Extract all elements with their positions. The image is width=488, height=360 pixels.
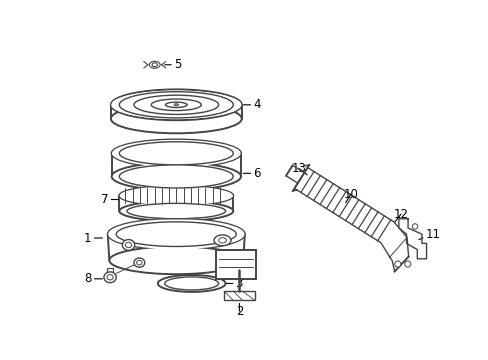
- Ellipse shape: [158, 275, 225, 292]
- Text: 1: 1: [84, 231, 102, 244]
- Ellipse shape: [151, 99, 201, 111]
- Text: 11: 11: [418, 228, 440, 240]
- Text: 5: 5: [164, 58, 181, 71]
- Text: 4: 4: [243, 98, 260, 111]
- Ellipse shape: [136, 260, 142, 265]
- Ellipse shape: [394, 261, 400, 267]
- Text: 2: 2: [235, 303, 243, 318]
- Ellipse shape: [214, 235, 230, 246]
- Ellipse shape: [125, 242, 131, 248]
- Ellipse shape: [119, 201, 233, 221]
- Ellipse shape: [119, 92, 233, 118]
- Bar: [224, 291, 254, 300]
- Ellipse shape: [119, 165, 233, 188]
- Ellipse shape: [120, 186, 232, 205]
- Ellipse shape: [104, 272, 116, 283]
- Bar: [216, 249, 256, 279]
- Text: 7: 7: [101, 193, 118, 206]
- Ellipse shape: [111, 104, 241, 133]
- Ellipse shape: [134, 258, 144, 267]
- Ellipse shape: [112, 140, 240, 167]
- Ellipse shape: [107, 219, 244, 249]
- Ellipse shape: [411, 224, 417, 229]
- Ellipse shape: [116, 222, 236, 247]
- Text: 6: 6: [243, 167, 260, 180]
- Ellipse shape: [218, 238, 226, 243]
- Ellipse shape: [134, 95, 218, 114]
- Ellipse shape: [122, 239, 135, 250]
- Text: 8: 8: [84, 272, 102, 285]
- Ellipse shape: [119, 142, 233, 165]
- Ellipse shape: [109, 247, 243, 274]
- Ellipse shape: [164, 277, 218, 290]
- Ellipse shape: [119, 186, 233, 206]
- Text: 13: 13: [291, 162, 306, 175]
- Ellipse shape: [174, 104, 178, 106]
- Ellipse shape: [111, 91, 241, 119]
- Ellipse shape: [111, 89, 241, 120]
- Ellipse shape: [111, 163, 241, 190]
- Ellipse shape: [404, 261, 410, 267]
- Ellipse shape: [152, 63, 157, 67]
- Ellipse shape: [108, 219, 244, 249]
- Text: 3: 3: [226, 277, 243, 290]
- Ellipse shape: [165, 102, 187, 108]
- Ellipse shape: [107, 275, 113, 280]
- Ellipse shape: [111, 139, 241, 167]
- Text: 12: 12: [393, 208, 407, 222]
- Text: 10: 10: [343, 188, 358, 203]
- Text: 9: 9: [143, 258, 157, 271]
- Ellipse shape: [149, 61, 160, 68]
- Ellipse shape: [127, 203, 225, 219]
